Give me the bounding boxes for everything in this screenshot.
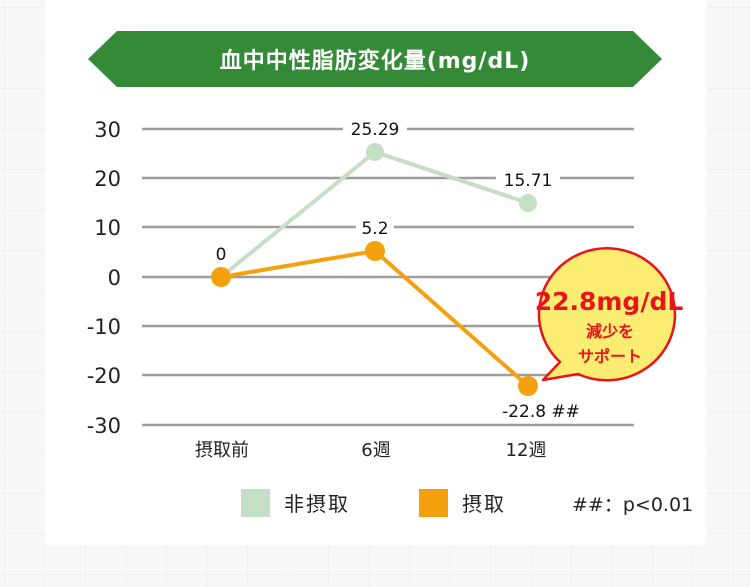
data-label: 25.29 bbox=[351, 120, 400, 140]
x-axis: 摂取前 6週 12週 bbox=[195, 440, 546, 461]
data-point bbox=[211, 267, 231, 287]
legend-swatch-non-intake bbox=[241, 488, 270, 517]
data-labels: 25.29 15.71 5.2 0 -22.8 ## bbox=[216, 117, 580, 422]
legend-label: 非摂取 bbox=[284, 492, 350, 516]
legend-item-intake: 摂取 bbox=[419, 488, 506, 517]
y-tick: 10 bbox=[94, 216, 121, 240]
data-label: 5.2 bbox=[361, 219, 388, 239]
x-tick: 6週 bbox=[361, 440, 390, 461]
y-tick: 30 bbox=[94, 118, 121, 142]
y-tick: -10 bbox=[87, 315, 121, 339]
x-tick: 摂取前 bbox=[195, 440, 249, 461]
legend-swatch-intake bbox=[419, 488, 448, 517]
callout-bubble: 22.8mg/dL 減少を サポート bbox=[535, 247, 684, 382]
y-axis: 30 20 10 0 -10 -20 -30 bbox=[87, 118, 121, 438]
data-label: 15.71 bbox=[504, 171, 553, 191]
chart-title: 血中中性脂肪変化量(mg/dL) bbox=[219, 49, 531, 74]
y-tick: -20 bbox=[87, 364, 121, 388]
y-tick: 0 bbox=[108, 266, 121, 290]
legend-item-non-intake: 非摂取 bbox=[241, 488, 350, 517]
data-label: -22.8 ## bbox=[502, 402, 580, 422]
data-point bbox=[519, 194, 537, 212]
data-point bbox=[365, 241, 385, 261]
x-tick: 12週 bbox=[506, 440, 547, 461]
series-non-intake bbox=[219, 143, 537, 279]
callout-amount: 22.8mg/dL bbox=[535, 287, 684, 316]
y-tick: 20 bbox=[94, 167, 121, 191]
callout-line1: 減少を bbox=[586, 322, 634, 341]
y-tick: -30 bbox=[87, 414, 121, 438]
callout-line2: サポート bbox=[578, 347, 642, 366]
data-label: 0 bbox=[216, 245, 227, 265]
data-point bbox=[518, 376, 538, 396]
legend-label: 摂取 bbox=[462, 492, 506, 516]
data-point bbox=[366, 143, 384, 161]
title-banner: 血中中性脂肪変化量(mg/dL) bbox=[88, 31, 662, 87]
significance-footnote: ##：p<0.01 bbox=[572, 494, 694, 516]
series-intake bbox=[211, 241, 538, 396]
